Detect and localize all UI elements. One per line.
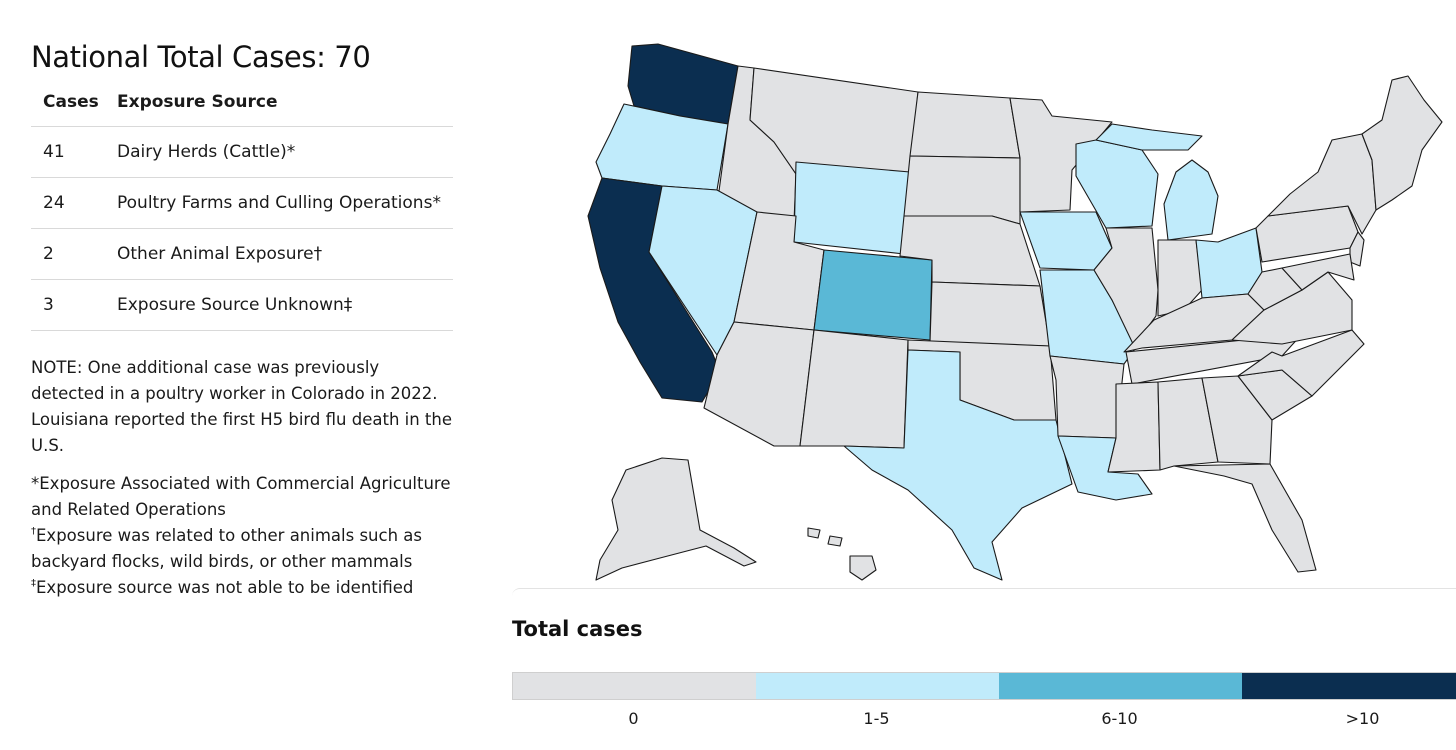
legend-label: 1-5 [863, 709, 890, 728]
state-TX[interactable] [843, 349, 1073, 581]
footnote-marker: ‡ [31, 578, 36, 589]
state-AR[interactable] [1049, 355, 1125, 439]
exposure-table: Cases Exposure Source 41 Dairy Herds (Ca… [31, 92, 453, 331]
state-MI-upper[interactable] [1095, 123, 1203, 151]
source-column-header: Exposure Source [105, 92, 453, 127]
cases-cell: 2 [31, 228, 105, 280]
state-SD[interactable] [903, 155, 1021, 225]
state-AK[interactable] [595, 457, 757, 581]
state-IN[interactable] [1157, 239, 1203, 317]
cases-cell: 3 [31, 279, 105, 331]
state-AL[interactable] [1157, 377, 1219, 471]
state-ND[interactable] [909, 91, 1021, 159]
footnotes: *Exposure Associated with Commercial Agr… [31, 471, 456, 601]
state-WY[interactable] [793, 161, 911, 255]
legend-swatch[interactable] [756, 673, 999, 699]
state-NJ[interactable] [1349, 231, 1365, 267]
legend-bar [512, 672, 1456, 700]
footnote: ‡Exposure source was not able to be iden… [31, 578, 414, 597]
table-row: 24 Poultry Farms and Culling Operations* [31, 177, 453, 229]
footnote-marker: † [31, 526, 36, 537]
state-MI[interactable] [1163, 159, 1219, 241]
footnote: †Exposure was related to other animals s… [31, 526, 422, 571]
legend-label: 0 [628, 709, 639, 728]
state-KS[interactable] [929, 281, 1051, 347]
state-NC[interactable] [1237, 329, 1365, 397]
table-header-row: Cases Exposure Source [31, 92, 453, 127]
legend-label: 6-10 [1101, 709, 1138, 728]
legend-swatch[interactable] [999, 673, 1242, 699]
us-map [512, 0, 1456, 600]
state-MN[interactable] [1009, 97, 1113, 213]
source-cell: Poultry Farms and Culling Operations* [105, 177, 453, 229]
legend-labels: 0 1-5 6-10 >10 [512, 709, 1456, 728]
source-cell: Exposure Source Unknown‡ [105, 279, 453, 331]
legend: Total cases 0 1-5 6-10 >10 [512, 588, 1456, 750]
state-NM[interactable] [799, 329, 909, 449]
note-text: NOTE: One additional case was previously… [31, 358, 453, 455]
table-row: 2 Other Animal Exposure† [31, 228, 453, 280]
source-cell: Dairy Herds (Cattle)* [105, 126, 453, 178]
footnote: *Exposure Associated with Commercial Agr… [31, 474, 451, 519]
state-CO[interactable] [813, 249, 933, 341]
cases-cell: 24 [31, 177, 105, 229]
table-row: 41 Dairy Herds (Cattle)* [31, 126, 453, 178]
legend-label: >10 [1345, 709, 1380, 728]
state-MS[interactable] [1107, 381, 1161, 473]
state-DE-MD[interactable] [1281, 253, 1355, 291]
legend-swatch[interactable] [1242, 673, 1456, 699]
table-row: 3 Exposure Source Unknown‡ [31, 279, 453, 331]
state-FL[interactable] [1173, 463, 1317, 573]
legend-title: Total cases [512, 617, 643, 641]
legend-swatch[interactable] [513, 673, 756, 699]
source-cell: Other Animal Exposure† [105, 228, 453, 280]
state-IA[interactable] [1019, 211, 1113, 271]
state-New-England[interactable] [1361, 75, 1443, 211]
cases-column-header: Cases [31, 92, 105, 127]
cases-cell: 41 [31, 126, 105, 178]
state-HI[interactable] [807, 527, 877, 581]
page-title: National Total Cases: 70 [31, 40, 371, 74]
summary-panel: National Total Cases: 70 Cases Exposure … [31, 40, 456, 601]
